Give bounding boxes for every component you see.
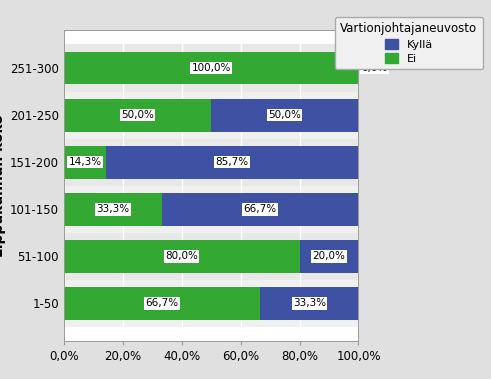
Bar	[64, 146, 106, 179]
Bar	[300, 240, 358, 273]
Bar	[64, 233, 358, 280]
Legend: Kyllä, Ei: Kyllä, Ei	[335, 17, 483, 69]
Text: 66,7%: 66,7%	[244, 204, 277, 214]
Text: 100,0%: 100,0%	[191, 63, 231, 73]
Text: 0,0%: 0,0%	[361, 63, 387, 73]
Bar	[64, 193, 162, 226]
Bar	[260, 287, 358, 320]
Bar	[64, 99, 211, 132]
Text: 33,3%: 33,3%	[96, 204, 130, 214]
Bar	[64, 240, 300, 273]
Bar	[106, 146, 358, 179]
Text: 33,3%: 33,3%	[293, 298, 326, 309]
Bar	[64, 92, 358, 139]
Text: 85,7%: 85,7%	[216, 157, 249, 167]
Bar	[64, 44, 358, 92]
Bar	[64, 52, 358, 85]
Text: 50,0%: 50,0%	[121, 110, 154, 120]
Bar	[64, 287, 260, 320]
Text: 14,3%: 14,3%	[68, 157, 102, 167]
Bar	[64, 186, 358, 233]
Bar	[211, 99, 358, 132]
Y-axis label: Lippukunnan koko: Lippukunnan koko	[0, 114, 6, 257]
Text: 50,0%: 50,0%	[269, 110, 301, 120]
Bar	[64, 139, 358, 186]
Text: 80,0%: 80,0%	[165, 251, 198, 262]
Bar	[64, 280, 358, 327]
Bar	[162, 193, 358, 226]
Text: 20,0%: 20,0%	[313, 251, 345, 262]
Text: 66,7%: 66,7%	[145, 298, 179, 309]
